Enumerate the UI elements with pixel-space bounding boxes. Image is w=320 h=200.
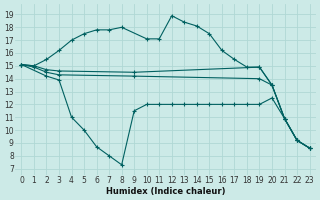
X-axis label: Humidex (Indice chaleur): Humidex (Indice chaleur) bbox=[106, 187, 225, 196]
